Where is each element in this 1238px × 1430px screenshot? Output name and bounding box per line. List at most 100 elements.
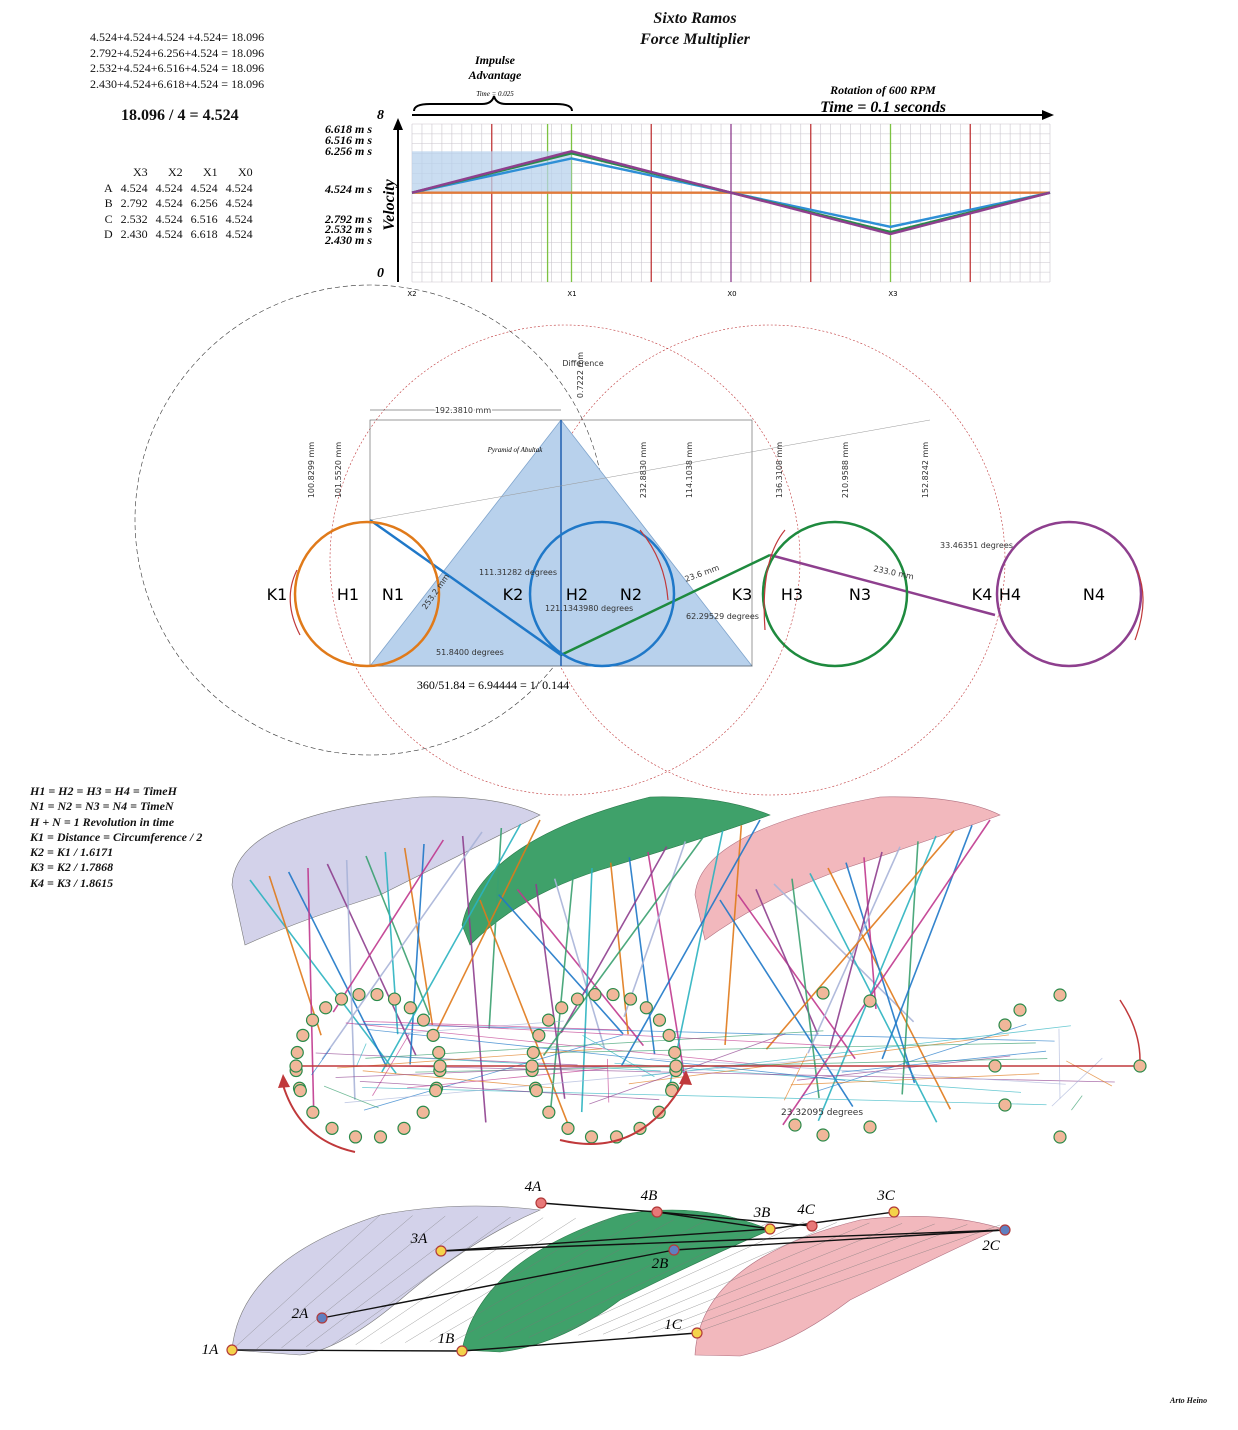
linkage-line bbox=[363, 1020, 619, 1031]
definition-line: K3 = K2 / 1.7868 bbox=[30, 860, 114, 875]
hatch-line bbox=[578, 1222, 837, 1336]
table-header bbox=[100, 165, 117, 181]
linkage-line bbox=[845, 862, 916, 1084]
linkage-line bbox=[623, 841, 687, 1018]
hatch-line bbox=[701, 1224, 1001, 1331]
table-cell: C bbox=[104, 211, 113, 226]
path-point bbox=[226, 1344, 238, 1356]
title-line-1: Sixto Ramos bbox=[653, 10, 737, 27]
difference-label: Difference bbox=[562, 359, 603, 368]
definition-line: K2 = K1 / 1.6171 bbox=[30, 845, 114, 860]
series-line bbox=[411, 150, 1051, 236]
definition-line: K4 = K3 / 1.8615 bbox=[30, 875, 114, 890]
linkage-line bbox=[797, 1055, 1011, 1081]
linkage-line bbox=[461, 835, 487, 1123]
pivot-point bbox=[863, 994, 877, 1008]
link-k3-k4 bbox=[769, 553, 996, 617]
impulse-time-label: Time = 0.025 bbox=[476, 90, 514, 98]
path-point bbox=[764, 1223, 776, 1235]
table-cell: 4.524 bbox=[225, 227, 253, 241]
linkage-line bbox=[365, 855, 431, 1016]
circle-labels: K1 H1 N1 K2 H2 N2 K3 H3 N3 K4 H4 N4 bbox=[267, 585, 1105, 604]
definition-line: K1 = Distance = Circumference / 2 bbox=[30, 829, 203, 844]
pivot-point bbox=[426, 1028, 440, 1042]
linkage-line bbox=[332, 839, 445, 1013]
table-row: A 4.524 4.524 4.524 4.524 bbox=[100, 181, 257, 197]
angle-label: 62.29529 degrees bbox=[686, 612, 759, 621]
pivot-point bbox=[429, 1084, 443, 1098]
diagram-title: Sixto Ramos Force Multiplier bbox=[560, 8, 830, 50]
x-tick-label: X3 bbox=[888, 290, 897, 298]
connection-line bbox=[440, 1229, 1006, 1252]
y-tick-label: 6.618 m s bbox=[325, 122, 372, 136]
point-label: 1C bbox=[664, 1317, 683, 1333]
linkage-line bbox=[783, 1053, 808, 1101]
linkage-line bbox=[828, 851, 883, 1050]
linkage-line bbox=[479, 899, 569, 1125]
angle-label: 253.2 mm bbox=[420, 572, 451, 611]
rotation-arrow-icon bbox=[639, 529, 669, 601]
k3-orbit-circle bbox=[534, 324, 1006, 796]
rotation-arrow-icon bbox=[559, 1079, 686, 1145]
table-cell: 4.524 bbox=[155, 196, 183, 210]
pivot-point bbox=[306, 1105, 320, 1119]
linkage-line bbox=[550, 1042, 1036, 1054]
pivot-point bbox=[387, 992, 402, 1006]
reference-line bbox=[369, 419, 931, 521]
dimension-labels: Difference Pyramid of Abultak 360/51.84 = … bbox=[307, 352, 1013, 692]
chart-grid bbox=[411, 123, 1051, 283]
dimension-label: 136.3108 mm bbox=[775, 442, 784, 499]
linkage-line bbox=[614, 1062, 1022, 1093]
connection-line bbox=[769, 1211, 895, 1230]
connection-line bbox=[656, 1211, 771, 1230]
linkage-line bbox=[620, 819, 761, 1066]
impulse-label: Impulse bbox=[474, 53, 516, 67]
hatch-line bbox=[602, 1222, 870, 1335]
hatch-line bbox=[380, 1217, 576, 1344]
pivot-point bbox=[863, 1120, 877, 1134]
equation-line: 4.524+4.524+4.524 +4.524= 18.096 bbox=[90, 30, 265, 44]
linkage-line bbox=[366, 1028, 846, 1081]
pivot-point bbox=[555, 1001, 569, 1015]
impulse-area bbox=[412, 151, 572, 193]
table-cell: 6.618 bbox=[190, 227, 218, 241]
table-row: C 2.532 4.524 6.516 4.524 bbox=[100, 212, 257, 228]
y-tick-label: 2.532 m s bbox=[324, 222, 372, 236]
y-tick-label: 0 bbox=[377, 266, 384, 281]
pivot-point bbox=[373, 1130, 388, 1144]
linkage-line bbox=[628, 1034, 1009, 1085]
linkage-line bbox=[409, 843, 425, 1065]
rotation-label: Rotation of 600 RPM bbox=[829, 83, 936, 97]
pivot-point bbox=[526, 1045, 540, 1060]
dimension-label: 192.3810 mm bbox=[435, 406, 492, 415]
green-blade-path bbox=[461, 1209, 771, 1353]
point-label: 1A bbox=[202, 1342, 220, 1358]
title-line-2: Force Multiplier bbox=[640, 31, 750, 48]
point-label: 4C bbox=[797, 1202, 816, 1218]
hatch-line bbox=[231, 1214, 381, 1351]
path-points: 1A 2A 3A 4A 1B 2B 3B 4B 1C 2C 3C 4C bbox=[202, 1179, 1011, 1358]
pivot-point bbox=[988, 1059, 1002, 1073]
green-blade bbox=[461, 796, 771, 946]
path-point bbox=[999, 1224, 1011, 1236]
pivot-point bbox=[429, 1081, 444, 1095]
connection-line bbox=[656, 1211, 813, 1227]
point-label: 3C bbox=[876, 1188, 896, 1204]
pivot-point bbox=[1053, 1130, 1067, 1144]
pivot-point bbox=[998, 1018, 1012, 1032]
y-tick-label: 6.516 m s bbox=[325, 133, 372, 147]
rotation-arrow-icon bbox=[282, 1084, 356, 1153]
table-cell: 2.532 bbox=[120, 211, 148, 226]
pivot-point bbox=[325, 1121, 339, 1135]
time-arrow-icon bbox=[1042, 110, 1054, 120]
point-label: 2B bbox=[652, 1256, 669, 1272]
wheel-4-circle bbox=[995, 520, 1143, 668]
definitions-list: H1 = H2 = H3 = H4 = TimeH N1 = N2 = N3 =… bbox=[30, 784, 202, 891]
author-credit: Arto Heino bbox=[1170, 1396, 1208, 1405]
linkage-line bbox=[387, 1065, 1115, 1083]
dimension-label: 0.7222 mm bbox=[576, 352, 585, 398]
hatch-line bbox=[479, 1220, 707, 1340]
linkage-line bbox=[337, 1048, 602, 1069]
linkage-line bbox=[535, 883, 566, 1099]
pivot-point bbox=[570, 992, 585, 1006]
